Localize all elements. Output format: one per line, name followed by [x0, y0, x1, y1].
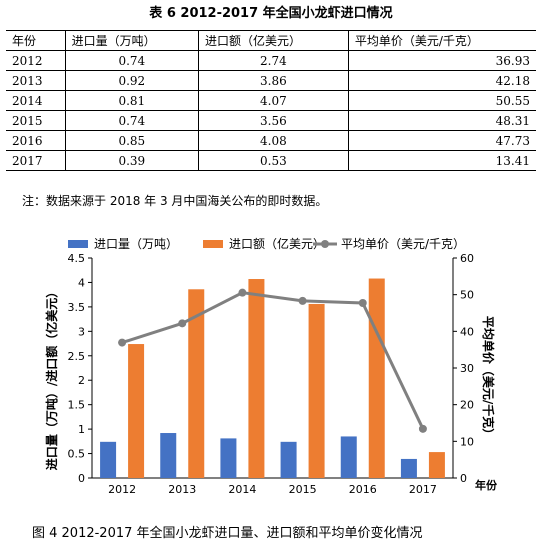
bar [368, 278, 385, 478]
cell-value: 3.86 [197, 70, 349, 91]
y-tick-label: 3.5 [68, 301, 86, 314]
table-row: 2014 0.81 4.07 50.55 [6, 90, 536, 111]
bar [248, 279, 265, 478]
line-point [358, 298, 367, 307]
table-row: 2015 0.74 3.56 48.31 [6, 110, 536, 131]
chart-axes: 0 0.5 1 1.5 2 2.5 3 3.5 4 4.5 0 10 20 30 40 50 60 2012 201… [68, 252, 475, 496]
chart-legend: 进口量（万吨） 进口额（亿美元） 平均单价（美元/千克） [68, 236, 465, 251]
cell-price: 42.18 [347, 70, 536, 91]
bar [308, 303, 325, 478]
line-point [418, 424, 427, 433]
legend-marker [321, 240, 329, 248]
cell-price: 48.31 [347, 110, 536, 131]
legend-label: 平均单价（美元/千克） [341, 237, 465, 251]
table-row: 2016 0.85 4.08 47.73 [6, 130, 536, 151]
legend-label: 进口量（万吨） [94, 237, 178, 251]
cell-price: 47.73 [347, 130, 536, 151]
import-table: 年份 进口量（万吨） 进口额（亿美元） 平均单价（美元/千克） 2012 0.7… [6, 30, 536, 171]
cell-volume: 0.81 [64, 90, 199, 111]
y2-tick-label: 60 [460, 252, 474, 265]
legend-swatch [203, 240, 223, 248]
y-tick-label: 2.5 [68, 350, 86, 363]
y2-tick-label: 20 [460, 399, 474, 412]
y-tick-label: 4 [78, 276, 85, 289]
bar [220, 438, 237, 478]
header-volume: 进口量（万吨） [64, 30, 199, 51]
cell-volume: 0.92 [64, 70, 199, 91]
x-axis-label: 年份 [475, 478, 498, 492]
header-price: 平均单价（美元/千克） [347, 30, 536, 51]
cell-volume: 0.74 [64, 110, 199, 131]
table-title: 表 6 2012-2017 年全国小龙虾进口情况 [149, 6, 393, 21]
y2-tick-label: 10 [460, 435, 474, 448]
table-row: 2012 0.74 2.74 36.93 [6, 50, 536, 71]
bar [280, 441, 297, 478]
line-point [178, 319, 187, 328]
header-value: 进口额（亿美元） [197, 30, 349, 51]
y-tick-label: 0 [78, 472, 85, 485]
y-tick-label: 1 [78, 423, 85, 436]
x-tick-label: 2016 [349, 483, 377, 496]
cell-year: 2014 [6, 90, 66, 111]
cell-volume: 0.85 [64, 130, 199, 151]
cell-year: 2013 [6, 70, 66, 91]
legend-label: 进口额（亿美元） [229, 236, 325, 251]
y2-tick-label: 50 [460, 289, 474, 302]
header-year: 年份 [6, 30, 66, 51]
cell-value: 3.56 [197, 110, 349, 131]
chart-price-line [118, 288, 427, 433]
y2-tick-label: 40 [460, 325, 474, 338]
y-tick-label: 4.5 [68, 252, 86, 265]
cell-price: 36.93 [347, 50, 536, 71]
bar [160, 433, 177, 478]
x-tick-label: 2013 [168, 483, 196, 496]
price-line [121, 291, 425, 430]
y-axis-label: 进口量（万吨）/进口额（亿美元） [44, 286, 59, 470]
x-tick-label: 2012 [108, 483, 136, 496]
cell-year: 2017 [6, 150, 66, 171]
cell-volume: 0.39 [64, 150, 199, 171]
cell-price: 13.41 [347, 150, 536, 171]
line-point [118, 338, 127, 347]
bar [128, 344, 145, 478]
cell-year: 2016 [6, 130, 66, 151]
x-tick-label: 2015 [289, 483, 317, 496]
y-tick-label: 2 [78, 374, 85, 387]
cell-year: 2015 [6, 110, 66, 131]
bar [428, 452, 445, 478]
y-tick-label: 0.5 [68, 448, 86, 461]
bar [188, 289, 205, 478]
line-point [238, 288, 247, 297]
bar [100, 441, 117, 478]
cell-volume: 0.74 [64, 50, 199, 71]
cell-value: 4.07 [197, 90, 349, 111]
legend-swatch [68, 240, 88, 248]
cell-value: 4.08 [197, 130, 349, 151]
y2-axis-label: 平均单价（美元/千克） [481, 316, 496, 440]
import-chart: 进口量（万吨） 进口额（亿美元） 平均单价（美元/千克） 0 0.5 1 1.5 2 2.5 3… [44, 236, 498, 496]
y2-tick-label: 30 [460, 362, 474, 375]
table-row: 2017 0.39 0.53 13.41 [6, 150, 536, 171]
table-header-row: 年份 进口量（万吨） 进口额（亿美元） 平均单价（美元/千克） [6, 30, 536, 51]
table-row: 2013 0.92 3.86 42.18 [6, 70, 536, 91]
y-tick-label: 3 [78, 325, 85, 338]
chart-bars [100, 278, 445, 478]
y-tick-label: 1.5 [68, 399, 86, 412]
bar [340, 436, 357, 478]
cell-price: 50.55 [347, 90, 536, 111]
cell-value: 2.74 [197, 50, 349, 71]
y2-tick-label: 0 [460, 472, 467, 485]
x-tick-label: 2017 [409, 483, 437, 496]
bar [400, 458, 417, 478]
figure-caption: 图 4 2012-2017 年全国小龙虾进口量、进口额和平均单价变化情况 [32, 526, 423, 541]
cell-year: 2012 [6, 50, 66, 71]
x-tick-label: 2014 [228, 483, 256, 496]
cell-value: 0.53 [197, 150, 349, 171]
line-point [298, 296, 307, 305]
data-source-note: 注：数据来源于 2018 年 3 月中国海关公布的即时数据。 [22, 194, 328, 208]
